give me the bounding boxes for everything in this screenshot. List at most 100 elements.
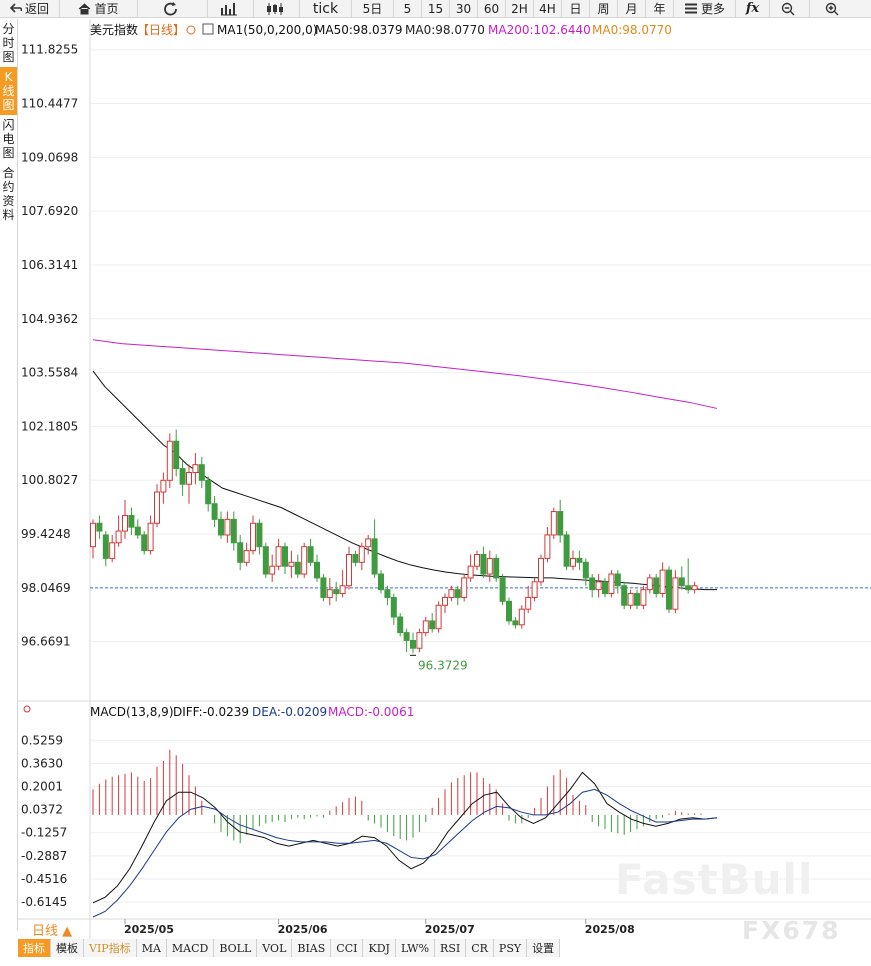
back-button[interactable]: 返回: [0, 0, 60, 18]
price-tick-label: 98.0469: [21, 581, 71, 595]
period-toggle-button[interactable]: 日线 ▲: [32, 924, 73, 939]
candle-body: [288, 561, 295, 567]
candle-body: [538, 557, 544, 583]
add-indicator-icon: [186, 25, 196, 35]
candle-body: [205, 479, 212, 505]
tab-lw[interactable]: LW%: [395, 939, 436, 957]
candle-body: [506, 600, 512, 622]
candle-body: [646, 577, 653, 591]
m60-button[interactable]: 60: [478, 0, 506, 18]
day-button[interactable]: 日: [562, 0, 590, 18]
five-day-button[interactable]: 5日: [352, 0, 394, 18]
candle-body: [454, 589, 461, 598]
zoom-in-icon: [825, 2, 838, 15]
candle-body: [166, 440, 173, 481]
tab-template[interactable]: 模板: [51, 939, 84, 957]
m30-button[interactable]: 30: [450, 0, 478, 18]
candle-body: [154, 491, 160, 524]
ma200-line: [92, 339, 718, 409]
candle-body: [570, 557, 576, 567]
ma0-label: MA0:98.0770: [405, 23, 485, 37]
price-tick-label: 111.8255: [21, 43, 78, 57]
candle-body: [621, 585, 628, 606]
tab-flash-chart[interactable]: 闪电图: [2, 118, 15, 160]
week-button[interactable]: 周: [590, 0, 618, 18]
refresh-button[interactable]: [138, 0, 208, 18]
tab-boll[interactable]: BOLL: [214, 939, 258, 957]
candle-body: [512, 620, 519, 626]
chart-canvas[interactable]: 111.8255 110.4477 109.0698 107.6920 106.3141…: [18, 19, 871, 939]
tick-button[interactable]: tick: [300, 0, 352, 18]
more-button[interactable]: 更多: [674, 0, 736, 18]
candlestick-icon: [267, 2, 283, 15]
candle-body: [326, 589, 333, 598]
macd-value-label: MACD:-0.0061: [328, 705, 414, 719]
candle-body: [307, 546, 314, 563]
candle-body: [378, 573, 384, 591]
tab-cci[interactable]: CCI: [331, 939, 364, 957]
tab-kline[interactable]: K线图: [0, 67, 17, 115]
chart-type-button[interactable]: [208, 0, 254, 18]
candle-body: [480, 554, 487, 575]
ma200-label: MA200:102.6440: [488, 23, 591, 37]
month-button[interactable]: 月: [618, 0, 646, 18]
formula-button[interactable]: fx: [736, 0, 770, 18]
ma50-label: MA50:98.0379: [315, 23, 403, 37]
candle-body: [666, 569, 672, 610]
candle-body: [134, 526, 141, 536]
candle-body: [192, 464, 199, 473]
tab-vol[interactable]: VOL: [257, 939, 293, 957]
year-button[interactable]: 年: [646, 0, 674, 18]
tab-rsi[interactable]: RSI: [435, 939, 467, 957]
macd-tick-label: -0.1257: [21, 826, 67, 840]
tab-ma[interactable]: MA: [136, 939, 167, 957]
candle-body: [627, 593, 634, 606]
m15-button[interactable]: 15: [422, 0, 450, 18]
tab-indicator[interactable]: 指标: [18, 939, 51, 957]
zoom-in-button[interactable]: [810, 0, 856, 18]
tab-timeshare[interactable]: 分时图: [2, 22, 15, 64]
macd-tick-label: 0.3630: [21, 756, 63, 770]
tab-macd[interactable]: MACD: [166, 939, 215, 957]
candle-body: [467, 565, 474, 579]
macd-dea-label: DEA:-0.0209: [252, 705, 327, 719]
price-tick-label: 100.8027: [21, 473, 78, 487]
macd-dea-line: [92, 788, 718, 918]
candle-body: [109, 542, 116, 559]
candle-body: [563, 534, 570, 567]
tab-cr[interactable]: CR: [466, 939, 494, 957]
candle-style-button[interactable]: [254, 0, 300, 18]
macd-tick-label: -0.2887: [21, 849, 67, 863]
zoom-out-button[interactable]: [770, 0, 810, 18]
m5-button[interactable]: 5: [394, 0, 422, 18]
watermark: FastBull: [615, 855, 814, 904]
candle-body: [160, 479, 167, 493]
month-label: 月: [625, 2, 638, 16]
candle-body: [173, 440, 180, 470]
home-button[interactable]: 首页: [60, 0, 138, 18]
h2-button[interactable]: 2H: [506, 0, 534, 18]
candle-body: [576, 557, 583, 563]
main-legend-title: 美元指数: [90, 22, 138, 37]
tab-contract-info[interactable]: 合约资料: [2, 166, 15, 222]
tab-psy[interactable]: PSY: [493, 939, 528, 957]
candle-body: [582, 561, 589, 579]
tab-bias[interactable]: BIAS: [292, 939, 332, 957]
price-tick-label: 103.5584: [21, 366, 78, 380]
tab-settings[interactable]: 设置: [527, 939, 561, 957]
back-arrow-icon: [9, 3, 22, 13]
candle-body: [531, 581, 538, 598]
candle-body: [371, 538, 378, 575]
candle-body: [595, 581, 602, 591]
price-tick-label: 107.6920: [21, 204, 78, 218]
tab-vip-indicator[interactable]: VIP指标: [84, 939, 137, 957]
menu-icon: [684, 3, 697, 14]
tab-kdj[interactable]: KDJ: [363, 939, 396, 957]
candle-body: [224, 518, 231, 536]
macd-settings-icon: [23, 705, 31, 713]
candle-body: [474, 554, 480, 567]
m60-label: 60: [483, 1, 500, 16]
candle-body: [435, 604, 442, 630]
h4-button[interactable]: 4H: [534, 0, 562, 18]
candle-body: [448, 589, 455, 598]
